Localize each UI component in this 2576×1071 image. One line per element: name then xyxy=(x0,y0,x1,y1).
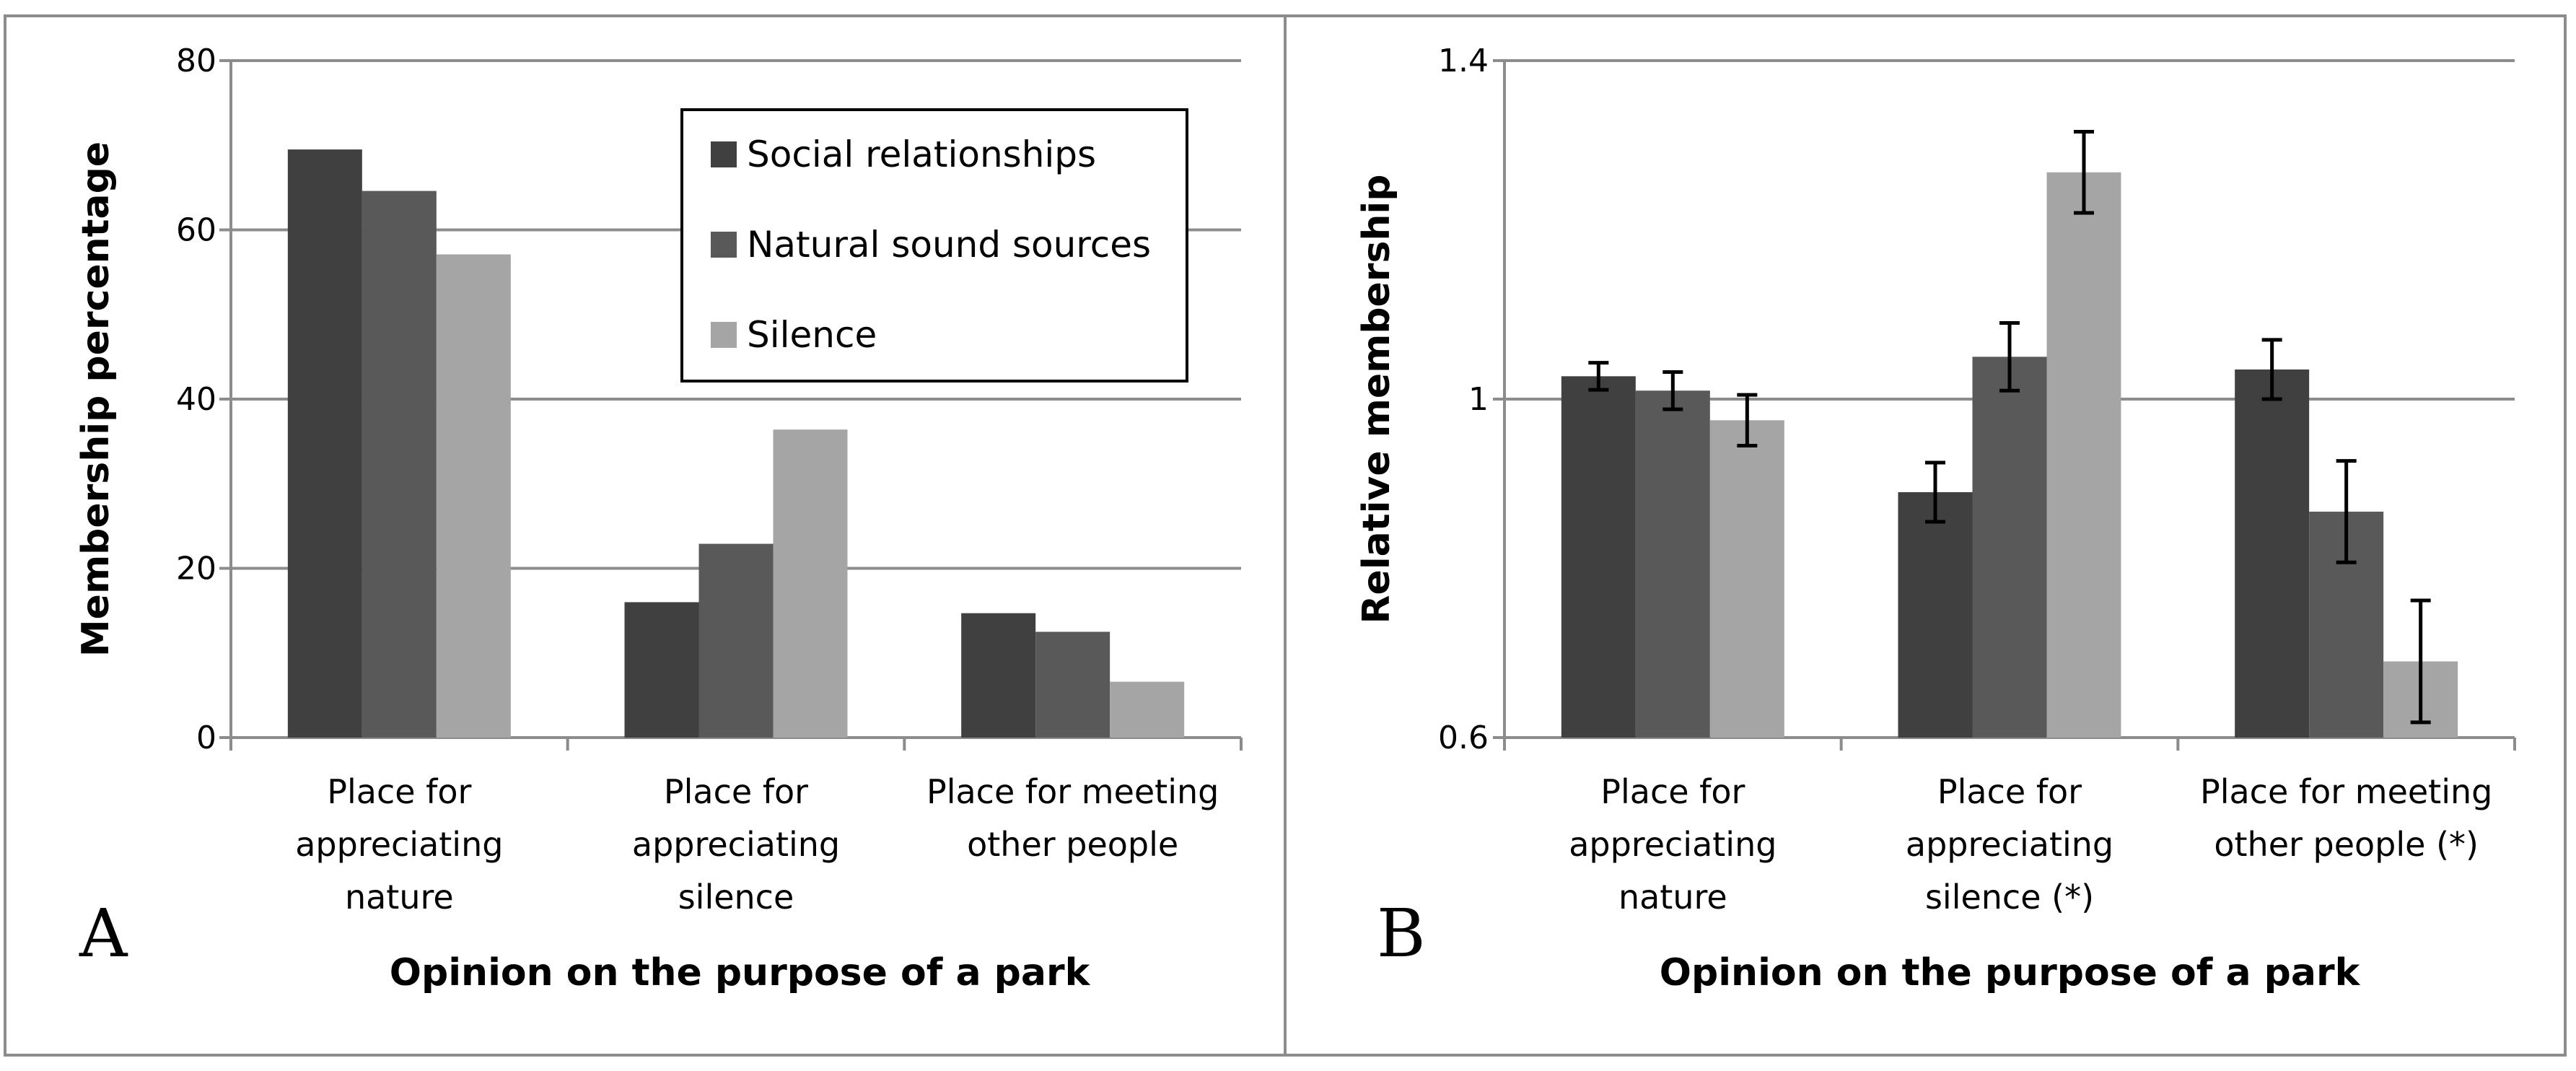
x-category-label: appreciating xyxy=(295,825,503,864)
x-category-label: appreciating xyxy=(632,825,840,864)
x-category-label: nature xyxy=(345,878,454,917)
bar-social-relationships xyxy=(1898,491,1973,738)
x-category-label: Place for xyxy=(1600,772,1745,811)
y-tick-label: 0.6 xyxy=(1438,720,1489,756)
bar-silence xyxy=(1110,681,1185,738)
bar-social-relationships xyxy=(287,149,362,738)
y-tick-label: 1 xyxy=(1468,381,1489,418)
x-category-label: silence xyxy=(678,878,794,917)
x-category-label: Place for xyxy=(1937,772,2082,811)
x-category-label: other people xyxy=(967,825,1178,864)
bar-social-relationships xyxy=(624,602,699,738)
bar-natural-sound-sources xyxy=(1972,357,2047,738)
x-category-label: appreciating xyxy=(1906,825,2113,864)
y-axis-title: Membership percentage xyxy=(74,141,118,657)
bar-natural-sound-sources xyxy=(1635,390,1710,738)
y-axis-title: Relative membership xyxy=(1355,175,1398,624)
bar-silence xyxy=(2046,172,2121,738)
legend-box xyxy=(680,108,1188,382)
panel-letter: B xyxy=(1377,895,1426,972)
x-category-label: Place for meeting xyxy=(2200,772,2492,811)
legend-label: Social relationships xyxy=(747,134,1096,175)
x-category-label: Place for xyxy=(664,772,808,811)
x-category-label: other people (*) xyxy=(2214,825,2479,864)
y-tick-label: 20 xyxy=(176,551,216,587)
x-category-label: Place for meeting xyxy=(926,772,1219,811)
legend-swatch xyxy=(711,232,737,258)
legend-label: Natural sound sources xyxy=(747,224,1151,266)
y-tick-label: 0 xyxy=(196,720,216,756)
bar-natural-sound-sources xyxy=(362,191,437,738)
y-tick-label: 40 xyxy=(176,381,216,418)
bar-silence xyxy=(436,254,511,738)
y-tick-label: 60 xyxy=(176,212,216,249)
bar-social-relationships xyxy=(1561,376,1636,738)
bar-silence xyxy=(773,429,848,738)
bar-silence xyxy=(1709,420,1784,738)
x-category-label: Place for xyxy=(327,772,471,811)
legend-swatch xyxy=(711,322,737,348)
panel-a: 0 20 40 60 80 Place for appreciating nature Plac… xyxy=(74,43,1243,994)
x-axis-title: Opinion on the purpose of a park xyxy=(1660,951,2361,994)
panel-b: 0.6 1 1.4 Place for appreciating nature Place … xyxy=(1355,43,2516,994)
legend: Social relationships Natural sound source… xyxy=(680,108,1188,382)
x-category-label: silence (*) xyxy=(1925,878,2094,917)
x-axis-title: Opinion on the purpose of a park xyxy=(390,951,1091,994)
y-tick-label: 1.4 xyxy=(1438,43,1489,79)
x-category-label: appreciating xyxy=(1569,825,1777,864)
bar-natural-sound-sources xyxy=(698,543,774,738)
bar-social-relationships xyxy=(961,613,1036,738)
y-tick-label: 80 xyxy=(176,43,216,79)
bar-natural-sound-sources xyxy=(1035,631,1110,738)
panel-letter: A xyxy=(79,895,128,972)
bar-social-relationships xyxy=(2235,369,2310,738)
legend-swatch xyxy=(711,141,737,167)
x-category-label: nature xyxy=(1618,878,1727,917)
legend-label: Silence xyxy=(747,314,877,356)
